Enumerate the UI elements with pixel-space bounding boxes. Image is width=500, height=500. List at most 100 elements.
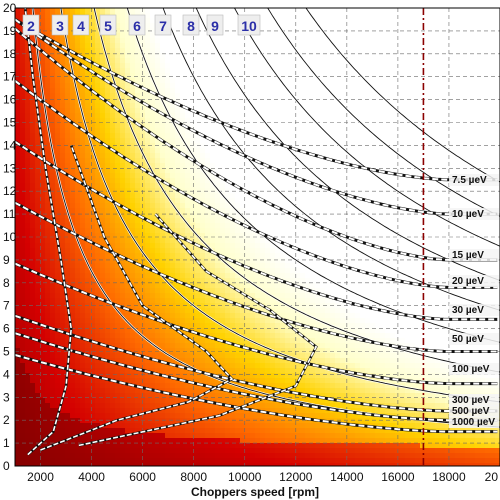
heat-cell [145, 148, 151, 154]
heat-cell [175, 213, 181, 219]
heat-cell [130, 33, 136, 39]
heat-cell [155, 58, 161, 64]
heat-cell [160, 268, 166, 274]
heat-cell [235, 153, 241, 159]
heat-cell [170, 188, 176, 194]
heat-cell [215, 328, 221, 334]
heat-cell [215, 463, 221, 466]
heat-cell [125, 98, 131, 104]
heat-cell [125, 23, 131, 29]
heat-cell [55, 438, 61, 444]
heat-cell [270, 208, 276, 214]
heat-cell [70, 398, 76, 404]
heat-cell [85, 88, 91, 94]
heat-cell [190, 223, 196, 229]
heat-cell [265, 453, 271, 459]
heat-cell [270, 53, 276, 59]
heat-cell [270, 453, 276, 459]
heat-cell [105, 113, 111, 119]
heat-cell [185, 268, 191, 274]
heat-cell [120, 293, 126, 299]
heat-cell [135, 148, 141, 154]
heat-cell [60, 183, 66, 189]
heat-cell [185, 183, 191, 189]
heat-cell [260, 123, 266, 129]
heat-cell [40, 278, 46, 284]
heat-cell [205, 378, 211, 384]
heat-cell [95, 173, 101, 179]
heat-cell [120, 43, 126, 49]
heat-cell [70, 128, 76, 134]
heat-cell [220, 348, 226, 354]
heat-cell [205, 133, 211, 139]
heat-cell [175, 293, 181, 299]
heat-cell [65, 338, 71, 344]
heat-cell [90, 363, 96, 369]
heat-cell [60, 283, 66, 289]
heat-cell [265, 408, 271, 414]
heat-cell [120, 288, 126, 294]
heat-cell [15, 183, 21, 189]
heat-cell [80, 218, 86, 224]
heat-cell [85, 388, 91, 394]
heat-cell [240, 73, 246, 79]
heat-cell [40, 198, 46, 204]
heat-cell [195, 98, 201, 104]
heat-cell [275, 348, 281, 354]
heat-cell [270, 318, 276, 324]
heat-cell [200, 338, 206, 344]
heat-cell [220, 218, 226, 224]
heat-cell [145, 398, 151, 404]
heat-cell [155, 73, 161, 79]
heat-cell [280, 363, 286, 369]
heat-cell [145, 453, 151, 459]
heat-cell [15, 88, 21, 94]
heat-cell [95, 408, 101, 414]
heat-cell [65, 268, 71, 274]
heat-cell [90, 163, 96, 169]
heat-cell [40, 313, 46, 319]
heat-cell [180, 358, 186, 364]
heat-cell [230, 443, 236, 449]
heat-cell [105, 183, 111, 189]
heat-cell [225, 228, 231, 234]
heat-cell [210, 418, 216, 424]
heat-cell [285, 48, 291, 54]
heat-cell [20, 68, 26, 74]
heat-cell [260, 273, 266, 279]
heat-cell [55, 203, 61, 209]
heat-cell [230, 268, 236, 274]
heat-cell [155, 343, 161, 349]
heat-cell [175, 338, 181, 344]
heat-cell [95, 363, 101, 369]
heat-cell [20, 368, 26, 374]
heat-cell [70, 243, 76, 249]
heat-cell [255, 343, 261, 349]
heat-cell [265, 398, 271, 404]
heat-cell [110, 233, 116, 239]
heat-cell [265, 418, 271, 424]
heat-cell [260, 73, 266, 79]
heat-cell [240, 228, 246, 234]
heat-cell [185, 188, 191, 194]
heat-cell [270, 58, 276, 64]
heat-cell [60, 353, 66, 359]
heat-cell [260, 163, 266, 169]
heat-cell [275, 368, 281, 374]
heat-cell [95, 433, 101, 439]
heat-cell [145, 23, 151, 29]
heat-cell [85, 143, 91, 149]
heat-cell [25, 138, 31, 144]
heat-cell [120, 413, 126, 419]
heat-cell [150, 33, 156, 39]
heat-cell [115, 368, 121, 374]
heat-cell [125, 313, 131, 319]
heat-cell [275, 253, 281, 259]
heat-cell [210, 153, 216, 159]
heat-cell [195, 248, 201, 254]
heat-cell [205, 423, 211, 429]
heat-cell [35, 133, 41, 139]
heat-cell [75, 318, 81, 324]
heat-cell [40, 213, 46, 219]
heat-cell [230, 183, 236, 189]
